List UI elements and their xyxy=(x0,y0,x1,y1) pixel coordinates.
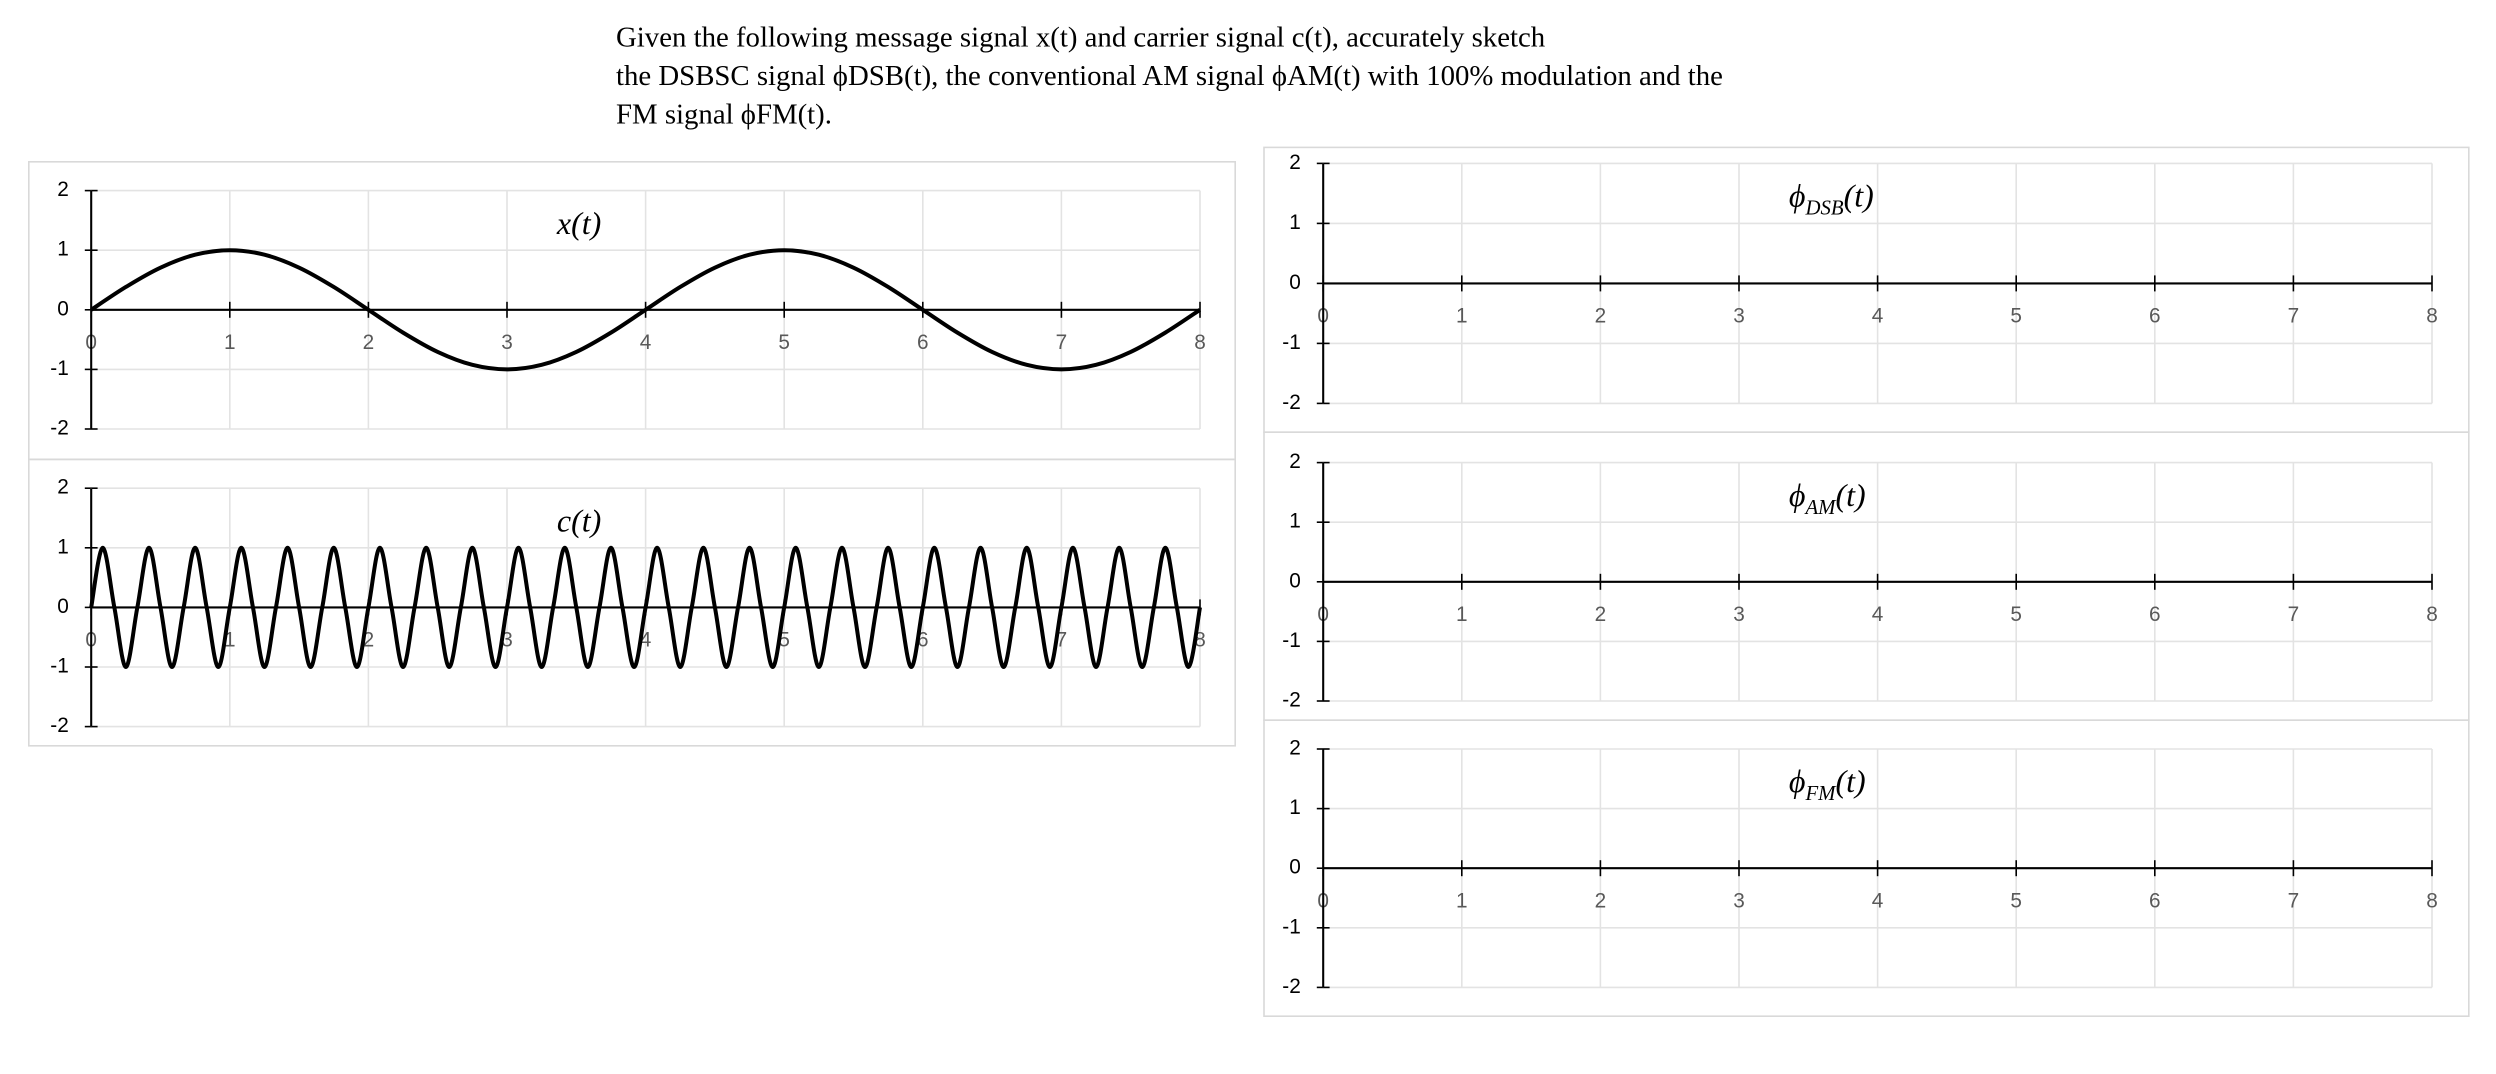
x-tick-label: 2 xyxy=(1595,603,1607,626)
y-tick-label: 0 xyxy=(1289,856,1301,879)
y-tick-label: -2 xyxy=(1282,689,1301,712)
y-tick-label: 0 xyxy=(57,297,69,320)
y-tick-label: 0 xyxy=(1289,271,1301,294)
x-tick-label: 7 xyxy=(1056,331,1068,354)
x-tick-label: 6 xyxy=(917,629,929,652)
x-tick-label: 3 xyxy=(1733,889,1745,912)
y-tick-label: 2 xyxy=(57,476,69,499)
title-argument: (t) xyxy=(1835,763,1865,799)
y-tick-label: -2 xyxy=(1282,975,1301,998)
x-tick-label: 8 xyxy=(2426,305,2438,328)
y-tick-label: -1 xyxy=(50,655,69,678)
title-symbol: c xyxy=(557,502,571,538)
chart-title: c(t) xyxy=(557,502,601,538)
y-tick-label: -2 xyxy=(1282,391,1301,414)
chart: -2-1012012345678ϕDSB(t) xyxy=(1263,146,2470,433)
x-tick-label: 1 xyxy=(1456,603,1468,626)
y-tick-label: 2 xyxy=(1289,450,1301,473)
question-line: FM signal ϕFM(t). xyxy=(616,98,832,130)
y-tick-label: 0 xyxy=(1289,569,1301,592)
x-tick-label: 3 xyxy=(1733,603,1745,626)
y-tick-label: 1 xyxy=(1289,211,1301,234)
title-symbol: ϕ xyxy=(1789,477,1806,513)
y-tick-label: -1 xyxy=(50,357,69,380)
x-tick-label: 2 xyxy=(1595,889,1607,912)
title-symbol: x xyxy=(556,205,571,241)
question-line: the DSBSC signal ϕDSB(t), the convention… xyxy=(616,60,1723,92)
title-subscript: FM xyxy=(1804,782,1837,805)
title-argument: (t) xyxy=(1844,178,1874,214)
y-tick-label: 1 xyxy=(57,535,69,558)
x-tick-label: 5 xyxy=(2010,305,2022,328)
x-tick-label: 4 xyxy=(1872,889,1884,912)
x-tick-label: 3 xyxy=(501,629,513,652)
y-tick-label: 2 xyxy=(1289,737,1301,760)
title-argument: (t) xyxy=(571,205,601,241)
title-symbol: ϕ xyxy=(1789,178,1806,214)
y-tick-label: -1 xyxy=(1282,331,1301,354)
question-line: Given the following message signal x(t) … xyxy=(616,22,1546,54)
y-tick-label: 2 xyxy=(57,178,69,201)
x-tick-label: 6 xyxy=(917,331,929,354)
x-tick-label: 2 xyxy=(1595,305,1607,328)
title-argument: (t) xyxy=(1835,477,1865,513)
x-tick-label: 2 xyxy=(363,629,375,652)
signal-line xyxy=(90,248,1202,372)
x-tick-label: 5 xyxy=(2010,889,2022,912)
x-tick-label: 8 xyxy=(2426,889,2438,912)
x-tick-label: 4 xyxy=(1872,603,1884,626)
x-tick-label: 7 xyxy=(2288,889,2300,912)
chart-frame xyxy=(1263,719,2470,1017)
x-tick-label: 8 xyxy=(1194,629,1206,652)
x-tick-label: 8 xyxy=(1194,331,1206,354)
chart: -2-1012012345678x(t) xyxy=(28,161,1236,461)
x-tick-label: 1 xyxy=(1456,889,1468,912)
x-tick-label: 3 xyxy=(1733,305,1745,328)
chart: -2-1012012345678ϕAM(t) xyxy=(1263,431,2470,721)
x-tick-label: 4 xyxy=(640,629,652,652)
x-tick-label: 5 xyxy=(778,331,790,354)
y-tick-label: -2 xyxy=(50,417,69,440)
title-subscript: DSB xyxy=(1804,197,1843,220)
x-tick-label: 5 xyxy=(778,629,790,652)
y-tick-label: 1 xyxy=(1289,796,1301,819)
chart-title: ϕAM(t) xyxy=(1789,477,1866,519)
chart-title: ϕFM(t) xyxy=(1789,763,1866,805)
x-tick-label: 1 xyxy=(224,331,236,354)
x-tick-label: 7 xyxy=(1056,629,1068,652)
x-tick-label: 1 xyxy=(1456,305,1468,328)
signal-line xyxy=(89,545,1202,670)
x-tick-label: 6 xyxy=(2149,305,2161,328)
x-tick-label: 1 xyxy=(224,629,236,652)
chart-title: x(t) xyxy=(556,205,601,241)
chart-title: ϕDSB(t) xyxy=(1789,178,1874,220)
y-tick-label: 0 xyxy=(57,595,69,618)
x-tick-label: 5 xyxy=(2010,603,2022,626)
title-argument: (t) xyxy=(571,502,601,538)
x-tick-label: 8 xyxy=(2426,603,2438,626)
x-tick-label: 7 xyxy=(2288,603,2300,626)
x-tick-label: 2 xyxy=(363,331,375,354)
x-tick-label: 6 xyxy=(2149,603,2161,626)
title-subscript: AM xyxy=(1803,496,1837,519)
y-tick-label: -2 xyxy=(50,714,69,737)
y-tick-label: 1 xyxy=(57,238,69,261)
y-tick-label: 1 xyxy=(1289,510,1301,533)
y-tick-label: -1 xyxy=(1282,629,1301,652)
chart: -2-1012012345678c(t) xyxy=(28,458,1236,747)
chart: -2-1012012345678ϕFM(t) xyxy=(1263,719,2470,1017)
x-tick-label: 4 xyxy=(1872,305,1884,328)
y-tick-label: -1 xyxy=(1282,915,1301,938)
y-tick-label: 2 xyxy=(1289,151,1301,174)
x-tick-label: 4 xyxy=(640,331,652,354)
chart-frame xyxy=(28,458,1236,747)
title-symbol: ϕ xyxy=(1789,763,1806,799)
x-tick-label: 7 xyxy=(2288,305,2300,328)
x-tick-label: 6 xyxy=(2149,889,2161,912)
x-tick-label: 3 xyxy=(501,331,513,354)
chart-frame xyxy=(1263,431,2470,721)
